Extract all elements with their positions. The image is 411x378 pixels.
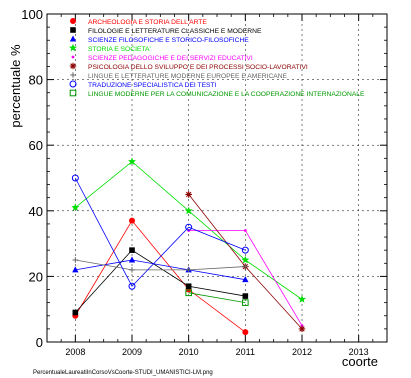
series-line [188, 292, 246, 304]
data-point [298, 325, 306, 333]
y-tick-label: 100 [21, 7, 43, 22]
legend-label: ARCHEOLOGIA E STORIA DELL'ARTE [88, 19, 207, 26]
legend-marker [71, 55, 75, 59]
legend-marker [69, 80, 77, 88]
data-point [128, 256, 136, 263]
legend-marker [70, 27, 76, 33]
data-point [242, 263, 249, 270]
y-tick-label: 20 [29, 269, 43, 284]
data-point [72, 257, 79, 263]
series-line [75, 259, 246, 271]
x-tick-label: 2013 [349, 347, 369, 357]
data-point [242, 293, 249, 299]
data-point [71, 203, 80, 211]
data-point [129, 217, 135, 224]
data-point [242, 329, 249, 336]
footer-filename: PercentualeLaureatiInCorsoVsCoorte-STUDI… [33, 370, 213, 376]
x-tick-label: 2012 [292, 347, 312, 357]
y-tick-label: 60 [29, 138, 43, 153]
series-7 [72, 257, 249, 273]
y-axis: 0 20 40 60 80 100 [21, 7, 387, 350]
data-point [185, 267, 192, 273]
legend-label: SCIENZE FILOSOFICHE E STORICO-FILOSOFICH… [88, 37, 249, 44]
data-point [185, 289, 192, 297]
legend-label: PSICOLOGIA DELLO SVILUPPO E DEI PROCESSI… [88, 64, 308, 71]
x-tick-label: 2009 [122, 347, 142, 357]
data-point [72, 266, 79, 273]
legend-label: FILOLOGIE E LETTERATURE CLASSICHE E MODE… [88, 28, 262, 35]
x-axis: 2008 2009 2010 2011 2012 2013 [60, 14, 374, 357]
data-point [241, 246, 249, 254]
series-line [75, 249, 246, 313]
legend-label: TRADUZIONE SPECIALISTICA DEI TESTI [88, 82, 217, 89]
series-8 [71, 174, 249, 290]
series-line [74, 219, 246, 333]
series-layer [71, 157, 306, 336]
y-axis-label: percentuale % [8, 44, 23, 128]
y-tick-label: 40 [29, 204, 43, 219]
legend-marker [69, 35, 77, 42]
x-tick-label: 2011 [236, 347, 255, 357]
series-9 [185, 289, 249, 306]
y-tick-label: 80 [29, 73, 43, 88]
data-point [128, 282, 136, 290]
legend-marker [69, 62, 77, 70]
data-point [128, 157, 136, 165]
data-point [185, 191, 192, 198]
data-point [185, 223, 193, 231]
legend-label: LINGUE E LETTERATURE MODERNE EUROPEE E A… [88, 73, 288, 80]
data-point [184, 206, 193, 215]
data-point [185, 283, 192, 290]
legend-marker [69, 89, 77, 97]
legend-label: LINGUE MODERNE PER LA COMUNICAZIONE E LA… [88, 91, 365, 98]
data-point [71, 174, 79, 182]
legend-label: SCIENZE PEDAGOGICHE E DEI SERVIZI EDUCAT… [88, 55, 253, 62]
legend-label: STORIA E SOCIETA' [88, 46, 151, 53]
data-point [129, 247, 135, 253]
data-point [242, 299, 249, 306]
x-tick-label: 2008 [65, 347, 85, 357]
data-point [129, 267, 135, 273]
x-tick-label: 2010 [179, 347, 199, 357]
y-tick-label: 0 [36, 335, 43, 350]
series-2 [72, 247, 249, 316]
data-point [72, 309, 79, 316]
legend-marker [69, 43, 77, 52]
legend-marker [70, 72, 76, 78]
x-axis-label: coorte [342, 354, 378, 369]
series-line [74, 177, 246, 287]
data-point [243, 229, 247, 232]
data-point [242, 276, 249, 283]
data-point [241, 255, 250, 264]
legend: ARCHEOLOGIA E STORIA DELL'ARTE FILOLOGIE … [69, 18, 365, 98]
series-4 [71, 157, 306, 303]
data-point [298, 295, 306, 303]
legend-marker [70, 18, 76, 24]
